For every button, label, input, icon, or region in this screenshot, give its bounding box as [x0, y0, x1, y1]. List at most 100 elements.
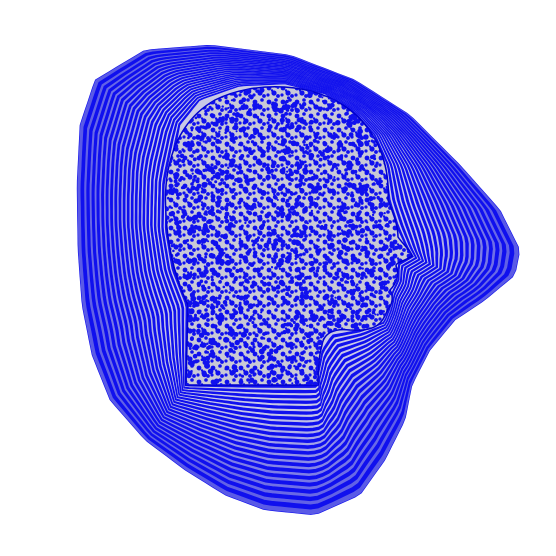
- stipple-dot: [269, 297, 274, 302]
- stipple-dot: [185, 131, 188, 135]
- stipple-dot: [297, 362, 302, 368]
- stipple-dot: [342, 237, 348, 243]
- stipple-dot: [224, 95, 228, 100]
- stipple-dot: [222, 233, 228, 240]
- stipple-dot: [237, 305, 244, 312]
- stipple-dot: [219, 199, 222, 203]
- stipple-dot: [285, 198, 290, 203]
- stipple-dot: [324, 255, 330, 261]
- stipple-dot: [235, 268, 240, 273]
- stipple-dot: [168, 187, 175, 194]
- stipple-dot: [241, 281, 245, 284]
- stipple-dot: [375, 161, 379, 165]
- stipple-dot: [219, 187, 225, 193]
- stipple-dot: [373, 157, 377, 161]
- stipple-dot: [356, 274, 359, 278]
- stipple-dot: [287, 177, 292, 181]
- stipple-dot: [291, 154, 294, 157]
- stipple-dot: [358, 216, 363, 221]
- stipple-dot: [352, 115, 358, 121]
- stipple-dot: [249, 368, 255, 374]
- stipple-dot: [250, 341, 255, 346]
- stipple-dot: [376, 223, 382, 229]
- stipple-dot: [174, 182, 179, 188]
- stipple-dot: [221, 105, 224, 108]
- stipple-dot: [245, 328, 249, 332]
- stipple-dot: [263, 320, 269, 326]
- stipple-dot: [194, 168, 201, 174]
- stipple-dot: [286, 357, 291, 362]
- stipple-dot: [346, 122, 353, 128]
- stipple-dot: [344, 245, 351, 252]
- stipple-dot: [357, 150, 364, 156]
- stipple-dot: [190, 316, 194, 321]
- stipple-dot: [236, 294, 241, 299]
- stipple-dot: [218, 279, 222, 284]
- stipple-dot: [330, 295, 333, 298]
- stipple-dot: [277, 142, 280, 146]
- stipple-dot: [224, 289, 228, 293]
- stipple-dot: [368, 196, 374, 202]
- stipple-dot: [201, 371, 208, 378]
- stipple-dot: [244, 278, 249, 284]
- stipple-dot: [348, 132, 354, 138]
- stipple-dot: [268, 198, 274, 203]
- stipple-dot: [294, 377, 298, 381]
- stipple-dot: [186, 188, 189, 191]
- stipple-dot: [278, 107, 284, 114]
- stipple-dot: [296, 366, 299, 369]
- stipple-dot: [352, 120, 357, 126]
- stipple-dot: [283, 322, 287, 327]
- stipple-dot: [302, 119, 307, 124]
- stipple-dot: [349, 275, 354, 280]
- stipple-dot: [173, 179, 178, 184]
- stipple-dot: [210, 311, 215, 316]
- stipple-dot: [267, 118, 271, 122]
- stipple-dot: [301, 266, 305, 270]
- stipple-dot: [264, 213, 270, 219]
- stipple-dot: [262, 162, 267, 167]
- stipple-dot: [365, 183, 370, 189]
- stipple-dot: [378, 201, 385, 208]
- stipple-dot: [340, 283, 344, 287]
- stipple-dot: [293, 297, 298, 303]
- stipple-dot: [214, 232, 221, 238]
- stipple-dot: [287, 208, 291, 212]
- stipple-dot: [209, 267, 214, 273]
- stipple-dot: [199, 138, 203, 142]
- stipple-dot: [190, 185, 196, 191]
- stipple-dot: [179, 175, 184, 181]
- stipple-dot: [301, 356, 305, 361]
- stipple-dot: [333, 276, 338, 281]
- stipple-dot: [321, 96, 324, 99]
- stipple-dot: [287, 285, 291, 289]
- stipple-dot: [170, 218, 174, 222]
- stipple-dot: [170, 244, 174, 248]
- stipple-dot: [239, 243, 244, 248]
- stipple-dot: [231, 364, 238, 371]
- stipple-dot: [276, 382, 279, 385]
- stipple-dot: [303, 143, 306, 147]
- stipple-dot: [213, 136, 217, 141]
- stipple-dot: [307, 176, 312, 181]
- stipple-dot: [201, 284, 206, 288]
- stipple-dot: [245, 88, 252, 95]
- stipple-dot: [303, 286, 308, 292]
- stipple-dot: [308, 119, 314, 125]
- stipple-dot: [247, 147, 252, 152]
- stipple-dot: [211, 354, 216, 359]
- stipple-dot: [265, 287, 271, 292]
- stipple-dot: [229, 136, 236, 143]
- stipple-dot: [175, 192, 180, 197]
- stipple-dot: [248, 150, 254, 156]
- stipple-dot: [215, 149, 220, 154]
- stipple-dot: [385, 304, 389, 309]
- stipple-dot: [314, 351, 318, 355]
- stipple-dot: [318, 94, 322, 98]
- stipple-dot: [260, 259, 264, 262]
- stipple-dot: [273, 240, 279, 246]
- stipple-dot: [364, 233, 367, 237]
- stipple-dot: [172, 249, 175, 253]
- stipple-dot: [275, 284, 281, 290]
- stipple-dot: [200, 190, 204, 194]
